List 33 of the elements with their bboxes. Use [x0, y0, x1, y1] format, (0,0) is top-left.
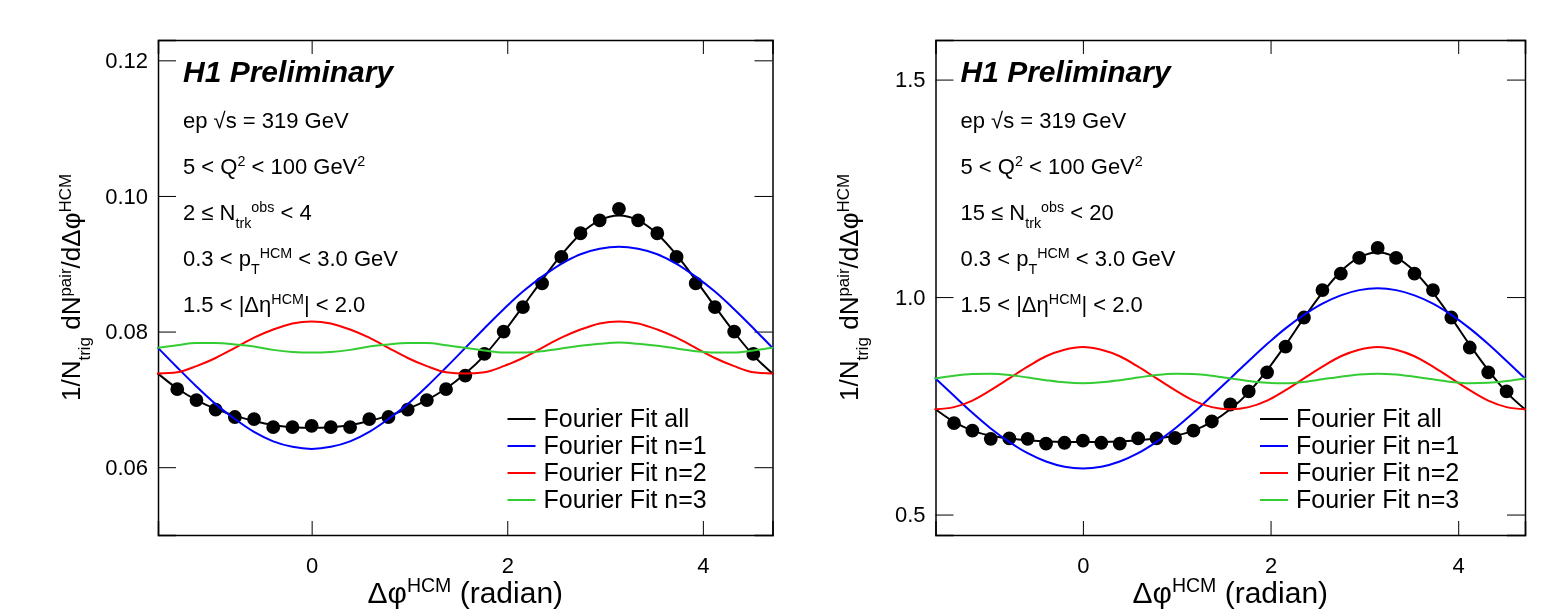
legend-label: Fourier Fit all — [543, 404, 690, 432]
y-tick-label: 0.06 — [105, 454, 148, 480]
annotation: 1.5 < |Δη$^{HCM}$| < 2.0 — [960, 291, 1143, 317]
annotation: ep √s = 319 GeV — [183, 108, 349, 133]
y-tick-label: 0.12 — [105, 47, 148, 73]
legend-label: Fourier Fit n=3 — [1296, 485, 1460, 513]
annotation: 0.3 < p$_{T}$$^{HCM}$ < 3.0 GeV — [183, 245, 399, 277]
legend-label: Fourier Fit n=2 — [1296, 458, 1460, 486]
annotation: 5 < Q$^{2}$ < 100 GeV$^{2}$ — [183, 153, 366, 179]
legend-label: Fourier Fit n=1 — [543, 431, 707, 459]
y-tick-label: 1.5 — [894, 67, 926, 93]
legend-label: Fourier Fit n=1 — [1296, 431, 1460, 459]
legend-label: Fourier Fit all — [1296, 404, 1442, 432]
y-tick-label: 0.10 — [105, 183, 148, 209]
annotation: 15 ≤ N$_{trk}$$^{obs}$ < 20 — [960, 199, 1114, 231]
x-tick-label: 0 — [1077, 552, 1090, 578]
point — [612, 201, 626, 216]
annotation: 5 < Q$^{2}$ < 100 GeV$^{2}$ — [960, 153, 1143, 179]
x-tick-label: 0 — [306, 552, 319, 578]
y-tick-label: 0.5 — [894, 502, 926, 528]
line-series — [934, 372, 1526, 385]
y-tick-label: 1.0 — [894, 284, 926, 310]
annotation: H1 Preliminary — [960, 55, 1172, 88]
x-tick-label: 4 — [697, 552, 710, 578]
annotation: H1 Preliminary — [183, 55, 395, 88]
x-tick-label: 4 — [1452, 552, 1465, 578]
annotation: 1.5 < |Δη$^{HCM}$| < 2.0 — [183, 291, 366, 317]
y-tick-label: 0.08 — [105, 319, 148, 345]
legend-label: Fourier Fit n=2 — [543, 458, 707, 486]
legend-label: Fourier Fit n=3 — [543, 485, 707, 513]
annotation: 0.3 < p$_{T}$$^{HCM}$ < 3.0 GeV — [960, 245, 1176, 277]
annotation: ep √s = 319 GeV — [960, 108, 1127, 133]
annotation: 2 ≤ N$_{trk}$$^{obs}$ < 4 — [183, 199, 312, 231]
